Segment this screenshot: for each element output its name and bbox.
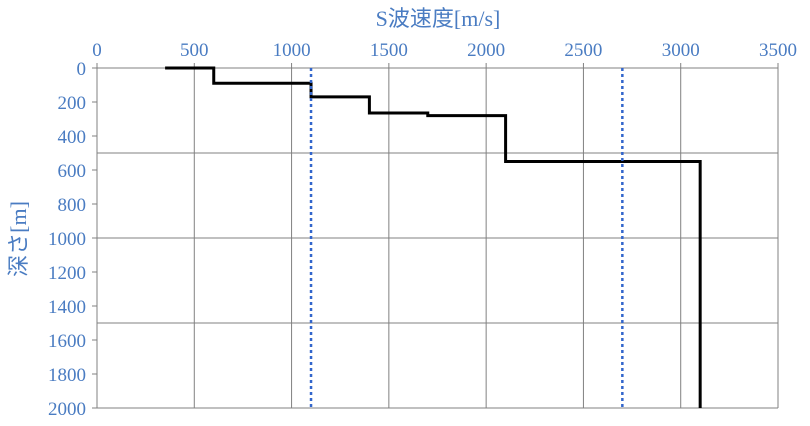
y-tick-label: 800 — [58, 195, 87, 216]
y-tick-label: 600 — [58, 161, 87, 182]
y-tick-label: 1800 — [48, 365, 86, 386]
y-tick-label: 0 — [77, 59, 87, 80]
x-axis-title: S波速度[m/s] — [376, 6, 501, 31]
x-tick-label: 3000 — [662, 40, 700, 61]
y-axis-title: 深さ[m] — [6, 201, 31, 277]
x-tick-label: 3500 — [759, 40, 797, 61]
x-tick-label: 1000 — [273, 40, 311, 61]
y-tick-label: 2000 — [48, 399, 86, 420]
y-tick-label: 200 — [58, 93, 87, 114]
velocity-profile-line — [165, 66, 702, 408]
y-tick-label: 400 — [58, 127, 87, 148]
y-tick-label: 1200 — [48, 263, 86, 284]
grid — [97, 68, 778, 408]
x-tick-label: 500 — [180, 40, 209, 61]
x-tick-label: 1500 — [370, 40, 408, 61]
series-group — [165, 66, 702, 408]
y-tick-label: 1400 — [48, 297, 86, 318]
x-tick-labels: 0 500 1000 1500 2000 2500 3000 3500 — [92, 40, 797, 61]
x-tick-label: 2500 — [564, 40, 602, 61]
x-tick-label: 0 — [92, 40, 102, 61]
y-tick-label: 1600 — [48, 331, 86, 352]
y-tick-labels: 0 200 400 600 800 1000 1200 1400 1600 1800 2000 — [48, 59, 86, 420]
x-tick-label: 2000 — [467, 40, 505, 61]
y-tick-label: 1000 — [48, 229, 86, 250]
